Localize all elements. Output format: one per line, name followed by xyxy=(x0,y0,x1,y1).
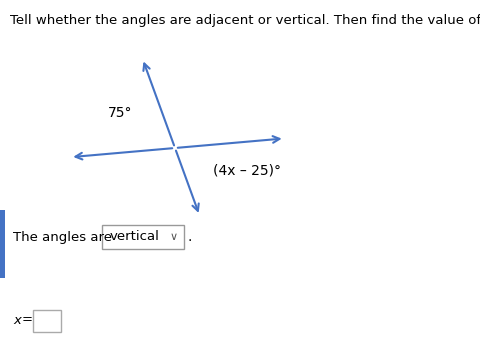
Text: (4x – 25)°: (4x – 25)° xyxy=(213,163,280,177)
Text: Tell whether the angles are adjacent or vertical. Then find the value of x.: Tell whether the angles are adjacent or … xyxy=(10,14,480,27)
Bar xyxy=(0,210,5,278)
Text: ∨: ∨ xyxy=(169,232,178,242)
Text: 75°: 75° xyxy=(108,106,132,120)
Text: =: = xyxy=(22,314,33,326)
FancyBboxPatch shape xyxy=(102,225,184,249)
Text: The angles are: The angles are xyxy=(13,231,112,244)
Text: vertical: vertical xyxy=(110,231,159,244)
Text: $x$: $x$ xyxy=(13,314,23,326)
Text: .: . xyxy=(188,230,192,244)
FancyBboxPatch shape xyxy=(33,310,61,332)
